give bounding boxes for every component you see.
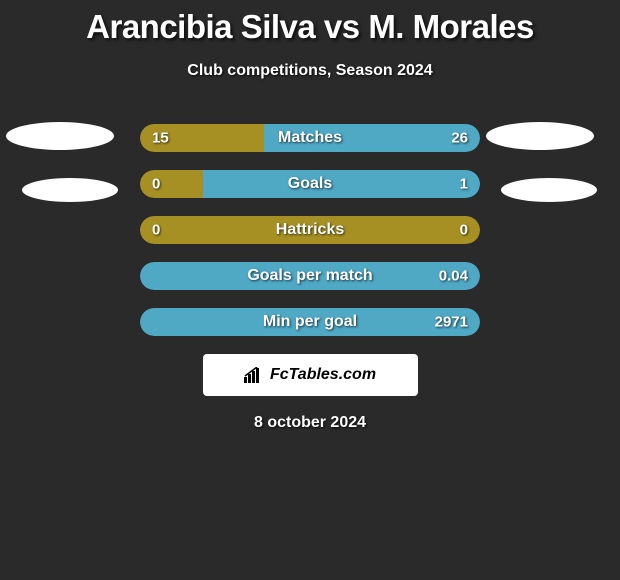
chart-icon [244,367,264,383]
date-line: 8 october 2024 [0,414,620,432]
vs-separator: vs [324,8,360,45]
bar-left [140,170,203,198]
player2-name: M. Morales [368,8,534,45]
decorative-ellipse [6,122,114,150]
stat-row: 0.04 Goals per match [140,262,480,290]
decorative-ellipse [501,178,597,202]
stat-label: Goals per match [247,267,372,285]
decorative-ellipse [22,178,118,202]
stat-value-right: 0 [460,222,468,239]
bar-right [203,170,480,198]
stat-row: 15 26 Matches [140,124,480,152]
stat-label: Goals [288,175,332,193]
stat-value-right: 2971 [435,314,468,331]
stat-value-right: 26 [451,130,468,147]
subtitle: Club competitions, Season 2024 [0,62,620,80]
brand-text: FcTables.com [270,366,376,384]
page-title: Arancibia Silva vs M. Morales [0,0,620,46]
stat-value-right: 0.04 [439,268,468,285]
player1-name: Arancibia Silva [86,8,315,45]
stat-value-left: 0 [152,176,160,193]
stat-value-left: 0 [152,222,160,239]
stats-container: 15 26 Matches 0 1 Goals 0 0 Hattricks 0.04 Goals p… [140,124,480,336]
decorative-ellipse [486,122,594,150]
stat-label: Min per goal [263,313,357,331]
stat-value-left: 15 [152,130,169,147]
stat-label: Hattricks [276,221,344,239]
stat-label: Matches [278,129,342,147]
stat-row: 0 0 Hattricks [140,216,480,244]
stat-value-right: 1 [460,176,468,193]
stat-row: 0 1 Goals [140,170,480,198]
stat-row: 2971 Min per goal [140,308,480,336]
brand-box: FcTables.com [203,354,418,396]
